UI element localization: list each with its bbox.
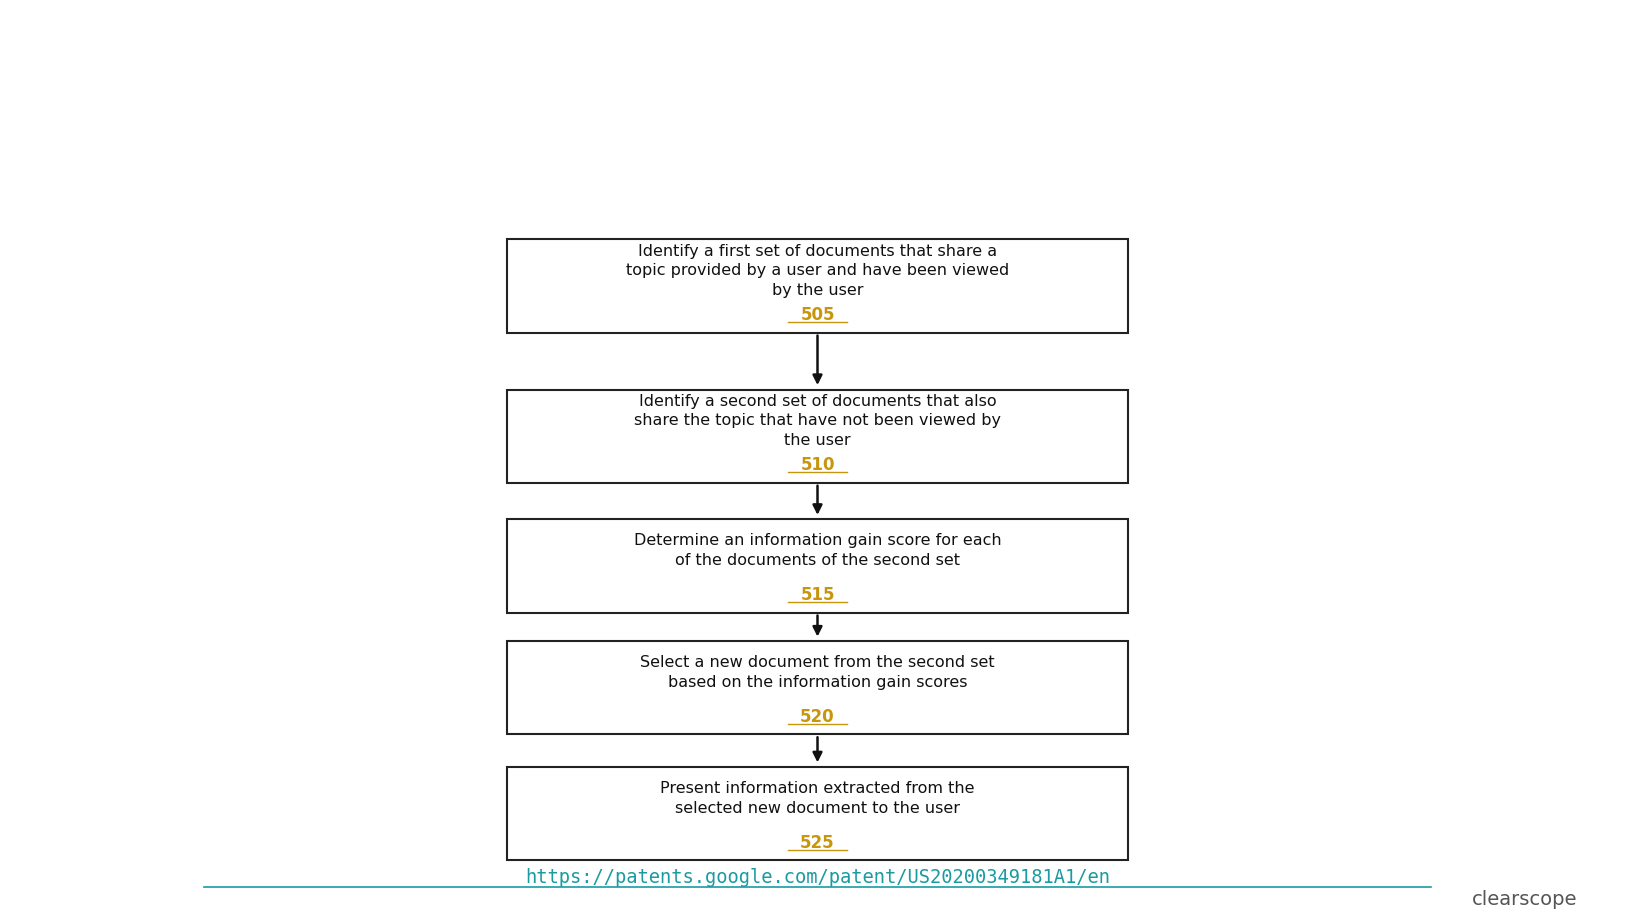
FancyBboxPatch shape bbox=[507, 520, 1128, 613]
Text: Determine an information gain score for each
of the documents of the second set: Determine an information gain score for … bbox=[634, 533, 1001, 568]
Text: 505: 505 bbox=[800, 306, 835, 323]
FancyBboxPatch shape bbox=[507, 641, 1128, 734]
FancyBboxPatch shape bbox=[507, 767, 1128, 860]
Text: 515: 515 bbox=[800, 585, 835, 604]
Text: Identify a first set of documents that share a
topic provided by a user and have: Identify a first set of documents that s… bbox=[626, 244, 1009, 298]
FancyBboxPatch shape bbox=[507, 240, 1128, 334]
Text: 520: 520 bbox=[800, 707, 835, 725]
Text: 525: 525 bbox=[800, 833, 835, 851]
Text: 510: 510 bbox=[800, 456, 835, 473]
FancyBboxPatch shape bbox=[507, 390, 1128, 483]
Text: How Google Uses Information Gain: How Google Uses Information Gain bbox=[237, 23, 1398, 89]
Text: https://patents.google.com/patent/US20200349181A1/en: https://patents.google.com/patent/US2020… bbox=[525, 868, 1110, 886]
Text: Identify a second set of documents that also
share the topic that have not been : Identify a second set of documents that … bbox=[634, 393, 1001, 448]
Text: clearscope: clearscope bbox=[1472, 890, 1578, 908]
Text: Select a new document from the second set
based on the information gain scores: Select a new document from the second se… bbox=[641, 654, 994, 689]
Text: Present information extracted from the
selected new document to the user: Present information extracted from the s… bbox=[661, 780, 974, 815]
